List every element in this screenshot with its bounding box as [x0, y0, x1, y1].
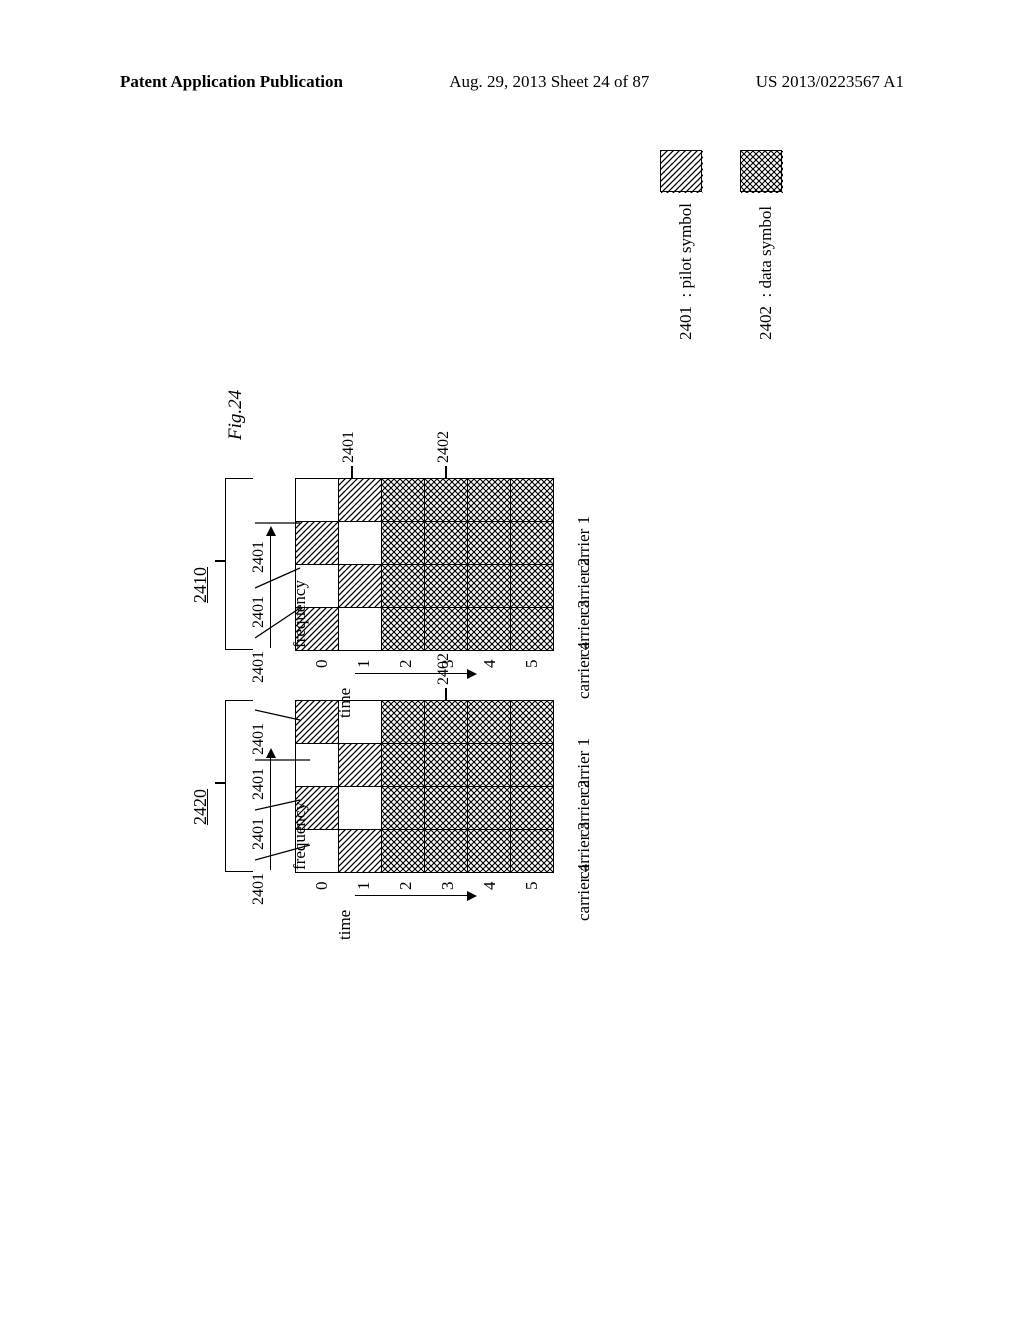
grid-cell	[382, 830, 425, 873]
grid-cell	[425, 744, 468, 787]
grid-cell	[468, 522, 511, 565]
grid-cell	[468, 744, 511, 787]
grid-cell	[468, 608, 511, 651]
grid-cell	[382, 479, 425, 522]
carrier-label: carrier 4	[574, 864, 594, 921]
grid-cell	[468, 479, 511, 522]
grid-cell	[382, 522, 425, 565]
time-tick: 1	[354, 882, 374, 891]
grid-cell	[425, 608, 468, 651]
time-tick: 2	[396, 882, 416, 891]
time-arrow-icon	[355, 895, 475, 896]
grid-cell	[468, 787, 511, 830]
callout-2401-top: 2401	[340, 431, 358, 463]
callout-2401: 2401	[250, 541, 268, 573]
header-center: Aug. 29, 2013 Sheet 24 of 87	[449, 72, 649, 92]
time-tick: 1	[354, 660, 374, 669]
figure-label: Fig.24	[225, 390, 247, 440]
grid-cell	[425, 701, 468, 744]
legend-data: 2402 : data symbol	[740, 150, 782, 192]
grid-table-top	[295, 478, 554, 651]
grid-cell	[339, 744, 382, 787]
grid-cell	[339, 522, 382, 565]
callout-lines	[255, 518, 315, 648]
callout-2401: 2401	[250, 651, 268, 683]
grid-cell	[468, 830, 511, 873]
grid-cell	[511, 701, 554, 744]
legend-data-swatch	[740, 150, 782, 192]
legend-pilot-swatch	[660, 150, 702, 192]
grid-cell	[382, 787, 425, 830]
grid-cell	[468, 565, 511, 608]
time-axis-label: time	[335, 910, 355, 940]
grid-cell	[511, 522, 554, 565]
time-tick: 0	[312, 660, 332, 669]
grid-bottom: 2420 frequency 2402 carrier 1 carrier 2 …	[295, 700, 554, 873]
grid-cell	[511, 479, 554, 522]
callout-2401: 2401	[250, 723, 268, 755]
time-arrow-icon	[355, 673, 475, 674]
time-tick: 5	[522, 882, 542, 891]
time-tick: 5	[522, 660, 542, 669]
callout-2402-top: 2402	[435, 431, 453, 463]
page-header: Patent Application Publication Aug. 29, …	[0, 72, 1024, 92]
grid-cell	[468, 701, 511, 744]
time-tick: 0	[312, 882, 332, 891]
callout-2401: 2401	[250, 818, 268, 850]
grid-cell	[511, 830, 554, 873]
time-tick: 4	[480, 660, 500, 669]
brace-top	[225, 478, 253, 650]
brace-label-top: 2410	[190, 567, 211, 603]
grid-cell	[511, 787, 554, 830]
header-left: Patent Application Publication	[120, 72, 343, 92]
grid-cell	[339, 787, 382, 830]
grid-cell	[339, 565, 382, 608]
carrier-label: carrier 4	[574, 642, 594, 699]
grid-cell	[339, 479, 382, 522]
grid-cell	[339, 608, 382, 651]
grid-top: 2410 frequency 2401 2402 carrier 1 carri…	[295, 478, 554, 651]
legend-pilot-text: 2401 : pilot symbol	[676, 203, 696, 340]
grid-cell	[296, 479, 339, 522]
grid-cell	[382, 565, 425, 608]
time-tick: 2	[396, 660, 416, 669]
grid-cell	[382, 608, 425, 651]
callout-2401: 2401	[250, 596, 268, 628]
time-tick: 4	[480, 882, 500, 891]
time-tick: 3	[438, 882, 458, 891]
legend-data-text: 2402 : data symbol	[756, 206, 776, 340]
grid-cell	[511, 608, 554, 651]
grid-cell	[382, 701, 425, 744]
header-right: US 2013/0223567 A1	[756, 72, 904, 92]
grid-cell	[339, 830, 382, 873]
grid-cell	[339, 701, 382, 744]
grid-cell	[425, 522, 468, 565]
grid-cell	[382, 744, 425, 787]
grid-cell	[511, 744, 554, 787]
callout-2402-bot: 2402	[435, 653, 453, 685]
callout-2401: 2401	[250, 768, 268, 800]
legend-pilot: 2401 : pilot symbol	[660, 150, 702, 192]
brace-bot	[225, 700, 253, 872]
grid-table-bot	[295, 700, 554, 873]
grid-cell	[425, 479, 468, 522]
callout-2401: 2401	[250, 873, 268, 905]
grid-cell	[511, 565, 554, 608]
brace-label-bot: 2420	[190, 789, 211, 825]
grid-cell	[425, 830, 468, 873]
grid-cell	[425, 565, 468, 608]
grid-cell	[425, 787, 468, 830]
